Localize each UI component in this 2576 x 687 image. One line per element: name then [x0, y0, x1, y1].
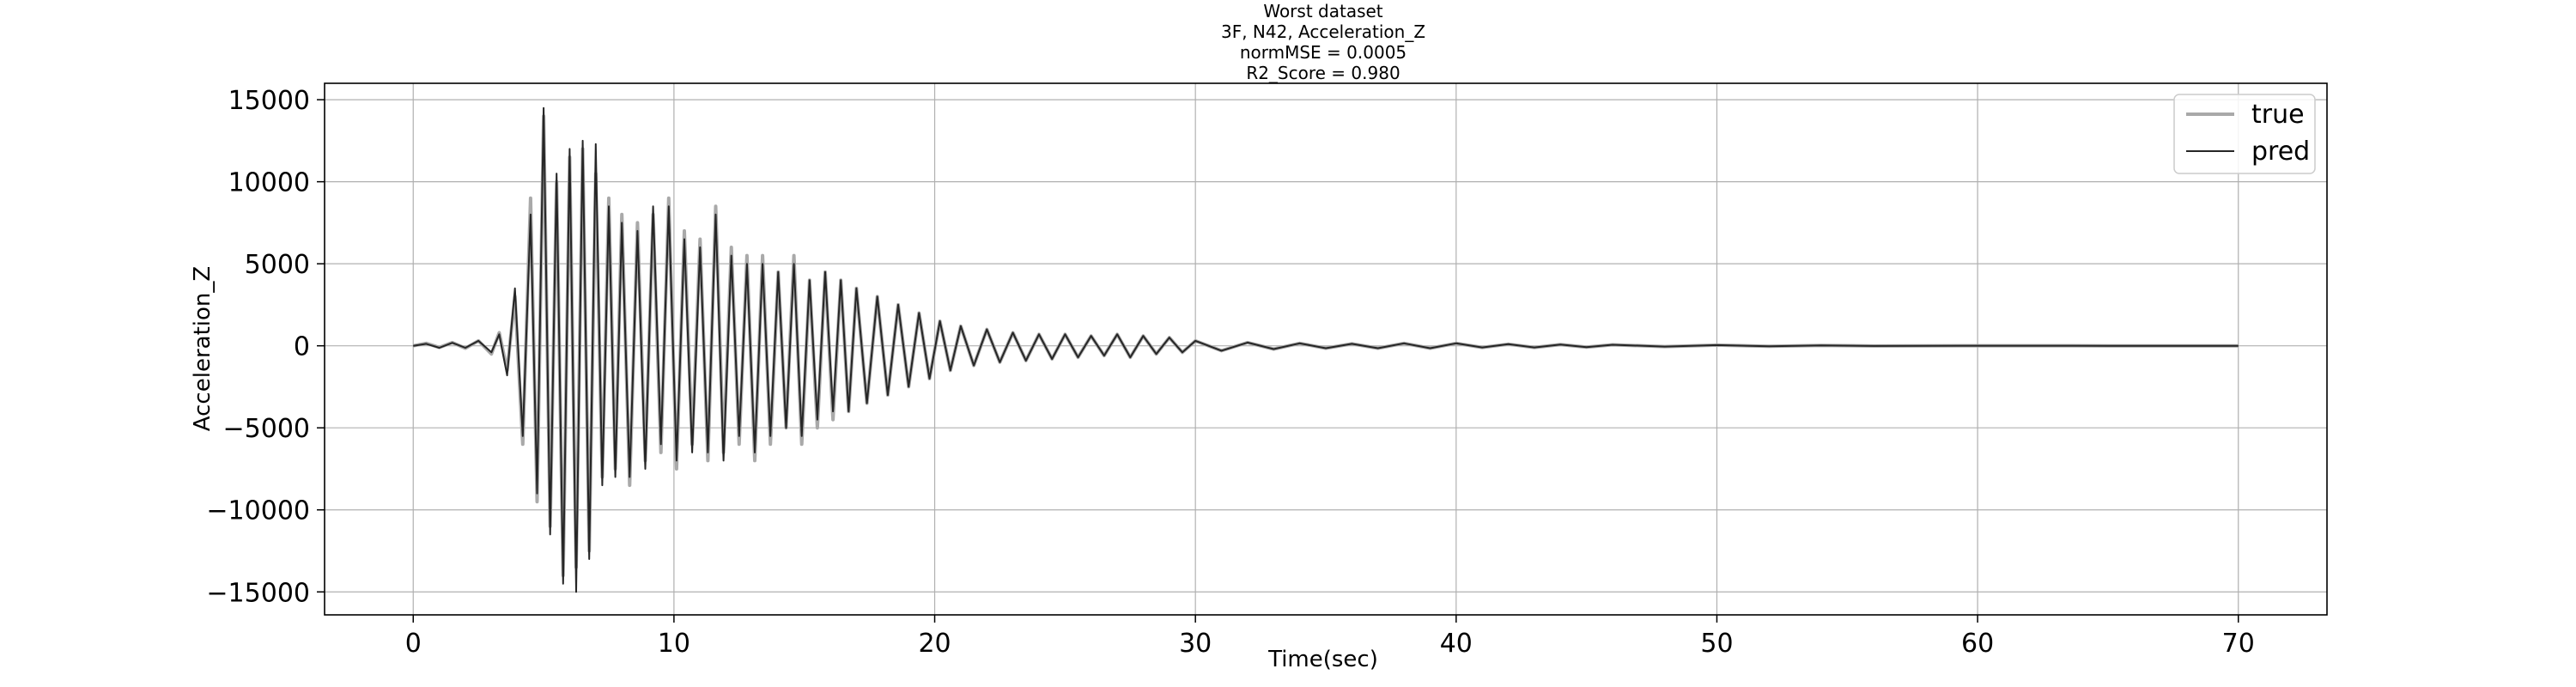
y-tick-label: 15000 — [228, 86, 310, 116]
chart-title: Worst dataset 3F, N42, Acceleration_Z no… — [1221, 1, 1425, 83]
x-tick-label: 60 — [1961, 629, 1994, 659]
legend-label-pred: pred — [2251, 137, 2310, 167]
series-layer — [412, 106, 2239, 593]
y-tick-label: −15000 — [206, 578, 310, 608]
x-tick-label: 30 — [1179, 629, 1212, 659]
legend: true pred — [2173, 94, 2316, 174]
plot-area-frame — [324, 82, 2328, 616]
y-tick-label: −10000 — [206, 496, 310, 526]
x-tick-label: 50 — [1700, 629, 1733, 659]
y-tick-label: −5000 — [223, 414, 310, 444]
x-tick-label: 70 — [2222, 629, 2255, 659]
chart-title-line-1: Worst dataset — [1263, 1, 1382, 21]
chart-title-line-3: normMSE = 0.0005 — [1240, 42, 1406, 63]
y-axis-label: Acceleration_Z — [190, 266, 216, 431]
x-tick-label: 0 — [405, 629, 422, 659]
x-tick-label: 10 — [658, 629, 690, 659]
y-tick-label: 5000 — [245, 250, 310, 280]
series-line-pred — [413, 106, 2239, 593]
x-tick-label: 40 — [1440, 629, 1473, 659]
chart-title-line-2: 3F, N42, Acceleration_Z — [1221, 21, 1425, 42]
x-axis-label: Time(sec) — [1267, 647, 1378, 672]
chart-title-line-4: R2_Score = 0.980 — [1246, 63, 1400, 83]
legend-label-true: true — [2251, 100, 2305, 130]
x-tick-label: 20 — [918, 629, 951, 659]
y-tick-label: 0 — [294, 332, 310, 362]
y-tick-label: 10000 — [228, 168, 310, 198]
ticks: 0 10 20 30 40 50 60 70 −15000 −10000 −5000 0 5000 100… — [206, 86, 2254, 659]
